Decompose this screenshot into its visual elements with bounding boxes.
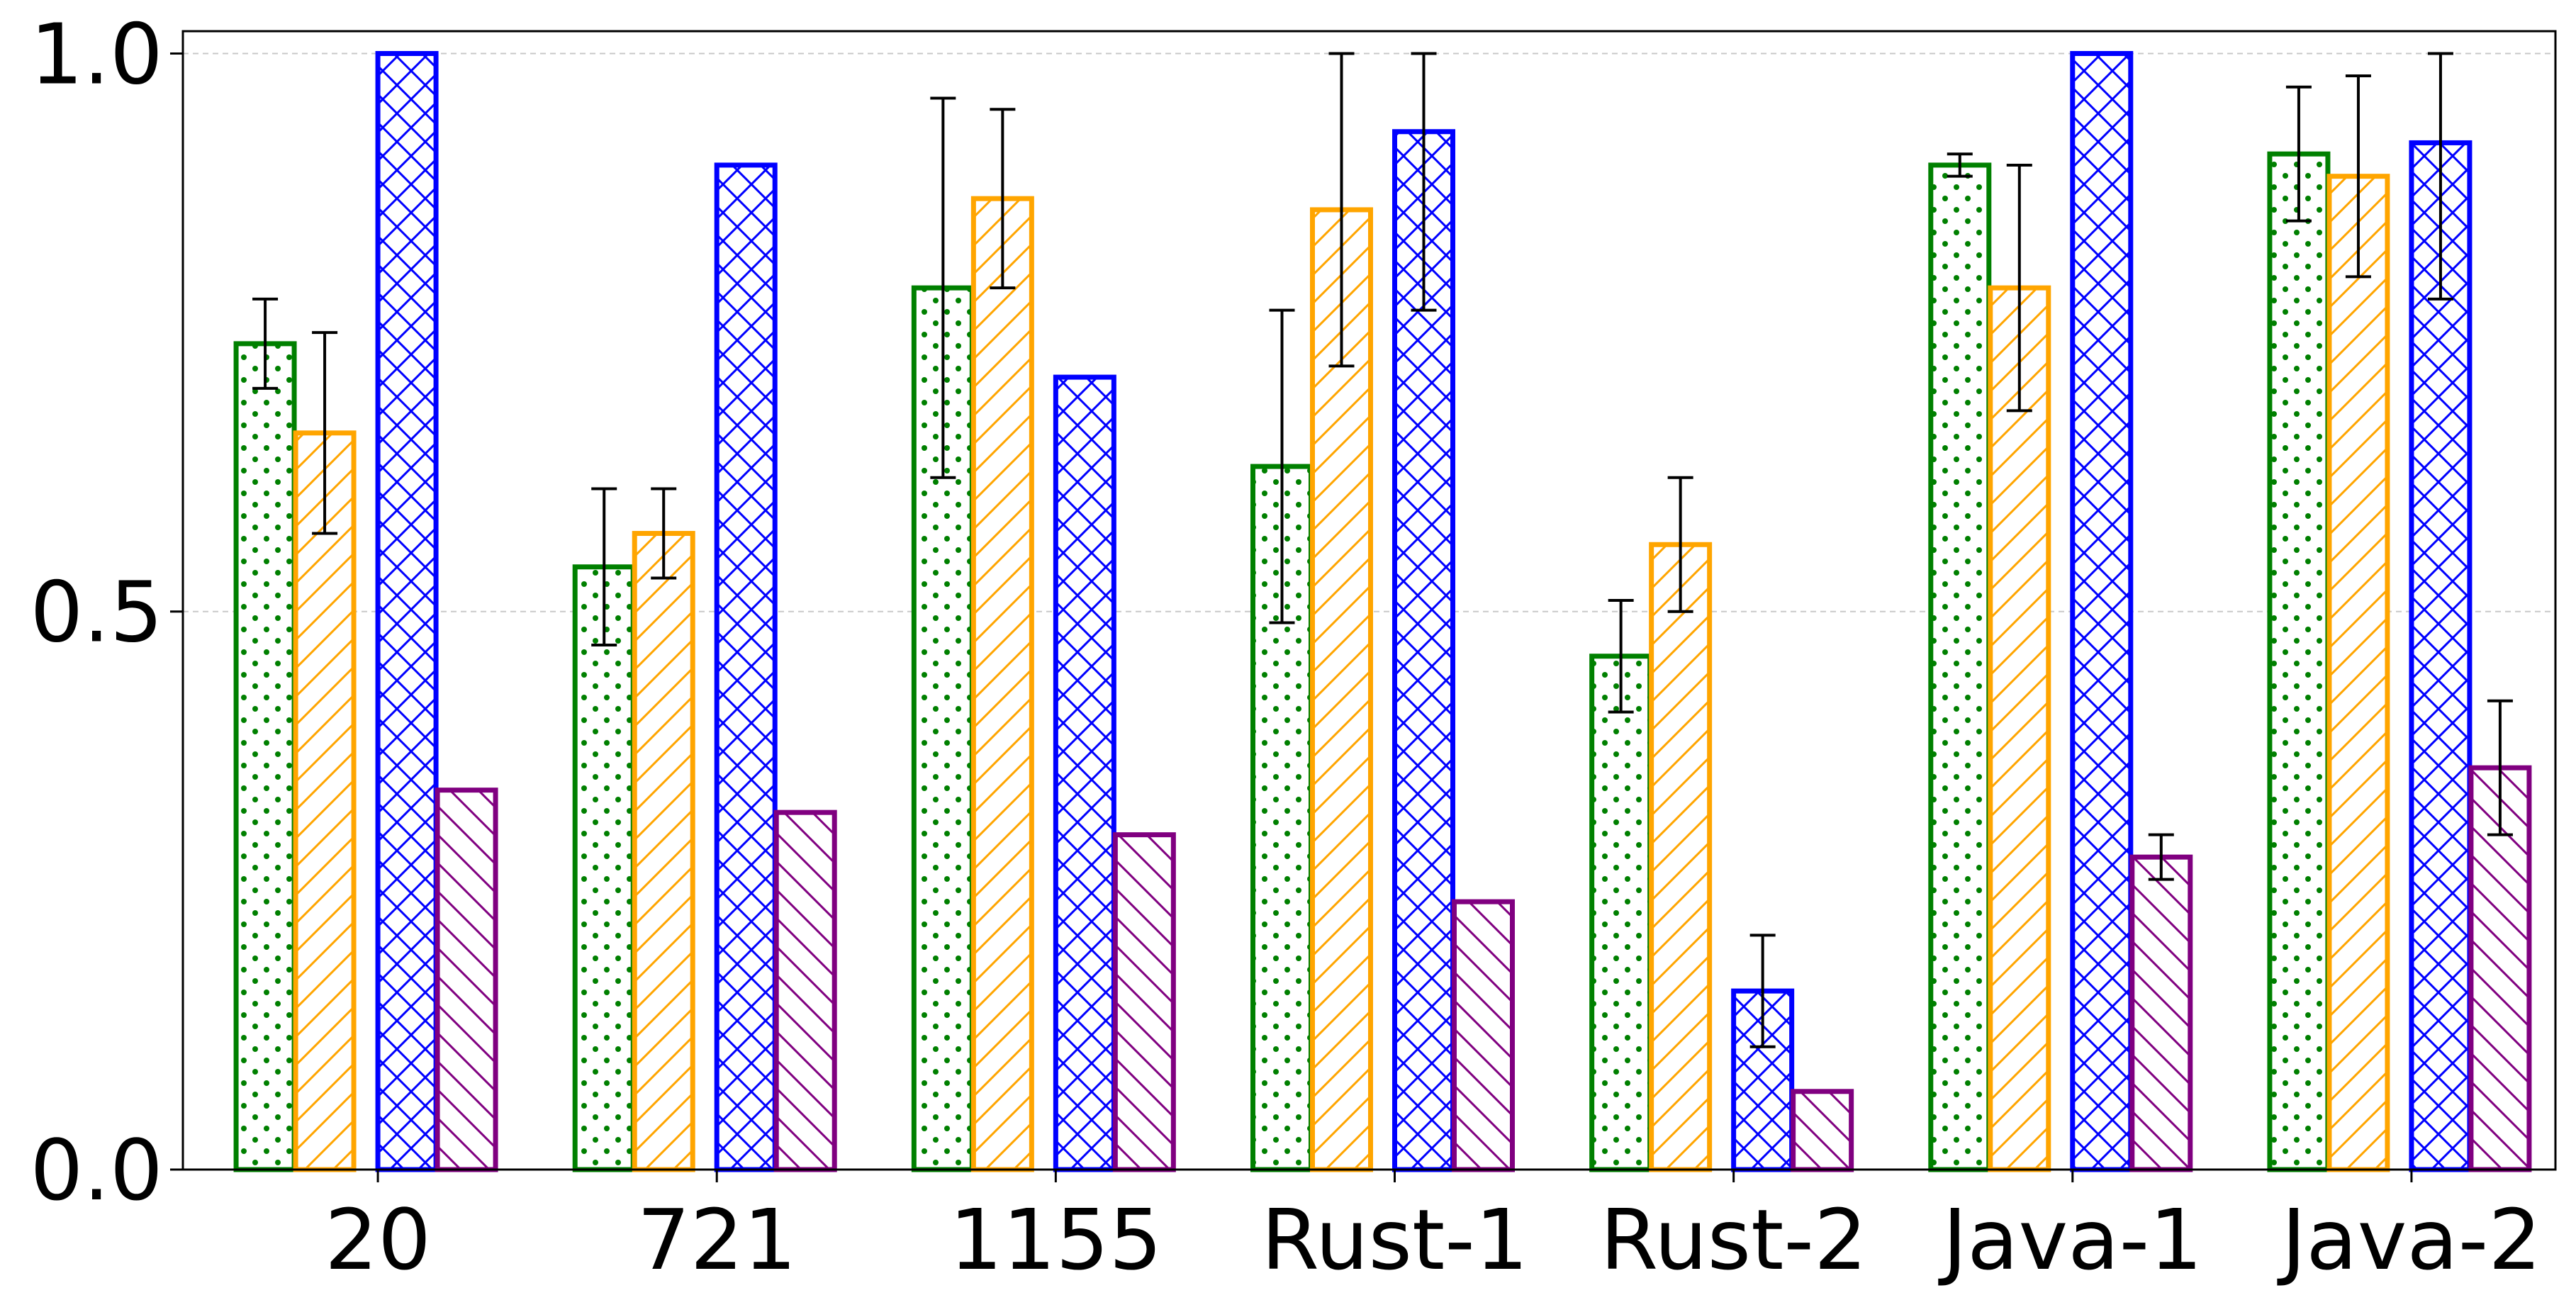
bar <box>233 341 297 1172</box>
x-tick-label: Java-2 <box>2276 1191 2541 1289</box>
axis-layer: 0.0 0.5 1.0 20 721 1155 Rust-1 Rust-2 Java-1 Java… <box>30 5 2541 1289</box>
plot-frame <box>181 30 2557 1171</box>
bar <box>572 564 636 1172</box>
bar <box>1053 374 1116 1172</box>
bar <box>293 430 357 1172</box>
bar <box>970 196 1034 1172</box>
bar <box>2267 151 2331 1172</box>
bar <box>1791 1089 1854 1172</box>
x-tick-label: Rust-2 <box>1600 1191 1867 1289</box>
y-tick-label: 0.0 <box>30 1121 163 1219</box>
bar <box>714 162 778 1172</box>
bar <box>1589 654 1653 1172</box>
bars-layer <box>233 50 2532 1172</box>
x-tick-label: 20 <box>325 1191 431 1289</box>
bar <box>632 531 695 1172</box>
x-tick-label: Rust-1 <box>1261 1191 1528 1289</box>
x-tick-label: Java-1 <box>1937 1191 2202 1289</box>
bar <box>773 809 837 1172</box>
bar <box>1649 542 1713 1172</box>
y-tick-label: 1.0 <box>30 5 163 103</box>
x-tick-label: 721 <box>637 1191 797 1289</box>
x-tick-label: 1155 <box>949 1191 1162 1289</box>
bar <box>2326 174 2390 1172</box>
y-tick-label: 0.5 <box>30 564 163 661</box>
bar <box>1112 832 1176 1172</box>
bar <box>2129 854 2193 1172</box>
bar <box>2070 50 2134 1172</box>
bar <box>375 50 439 1172</box>
bar <box>1988 285 2051 1172</box>
bar <box>435 788 498 1172</box>
bar <box>1928 162 1992 1172</box>
error-bars-layer <box>252 52 2513 1048</box>
bar <box>1452 899 1515 1172</box>
